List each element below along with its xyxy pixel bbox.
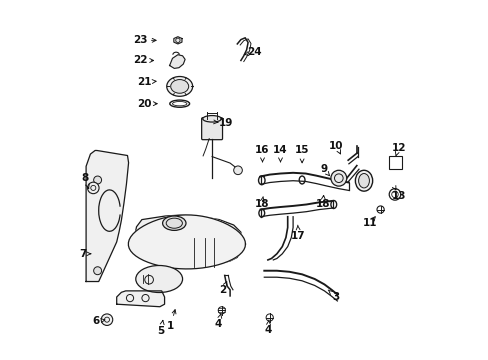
Text: 10: 10 — [328, 141, 343, 151]
Text: 7: 7 — [79, 249, 86, 259]
Polygon shape — [117, 291, 164, 307]
PathPatch shape — [133, 215, 241, 265]
Text: 24: 24 — [247, 47, 262, 57]
Text: 17: 17 — [290, 231, 305, 241]
Polygon shape — [128, 215, 245, 269]
Ellipse shape — [136, 266, 182, 292]
Ellipse shape — [355, 170, 372, 191]
Text: 18: 18 — [315, 199, 329, 210]
Text: 14: 14 — [273, 145, 287, 156]
Text: 9: 9 — [320, 164, 326, 174]
Text: 13: 13 — [391, 191, 406, 201]
Text: 12: 12 — [390, 143, 405, 153]
Ellipse shape — [166, 77, 192, 96]
Text: 20: 20 — [137, 99, 151, 109]
Text: 21: 21 — [137, 77, 151, 87]
Text: 1: 1 — [167, 321, 174, 331]
Ellipse shape — [203, 116, 221, 122]
FancyBboxPatch shape — [201, 118, 222, 140]
Ellipse shape — [170, 80, 188, 93]
Text: 4: 4 — [214, 319, 222, 329]
Text: 5: 5 — [157, 326, 164, 336]
Circle shape — [330, 170, 346, 186]
Circle shape — [94, 176, 102, 184]
Ellipse shape — [131, 226, 242, 251]
Ellipse shape — [358, 174, 368, 188]
Circle shape — [94, 267, 102, 275]
Text: 6: 6 — [92, 316, 100, 327]
Circle shape — [101, 314, 113, 325]
Text: 4: 4 — [264, 325, 271, 336]
Polygon shape — [174, 37, 182, 44]
Text: 8: 8 — [81, 173, 89, 183]
Polygon shape — [169, 55, 185, 68]
Text: 19: 19 — [218, 118, 232, 128]
Circle shape — [87, 182, 99, 194]
Text: 22: 22 — [133, 55, 148, 66]
Text: 2: 2 — [219, 285, 226, 295]
Text: 11: 11 — [362, 218, 376, 228]
Text: 15: 15 — [294, 145, 309, 156]
Circle shape — [233, 166, 242, 175]
Text: 23: 23 — [133, 35, 148, 45]
Polygon shape — [86, 150, 128, 282]
Text: 18: 18 — [254, 199, 268, 210]
Text: 3: 3 — [332, 292, 339, 302]
Ellipse shape — [163, 216, 185, 230]
Text: 16: 16 — [255, 145, 269, 156]
